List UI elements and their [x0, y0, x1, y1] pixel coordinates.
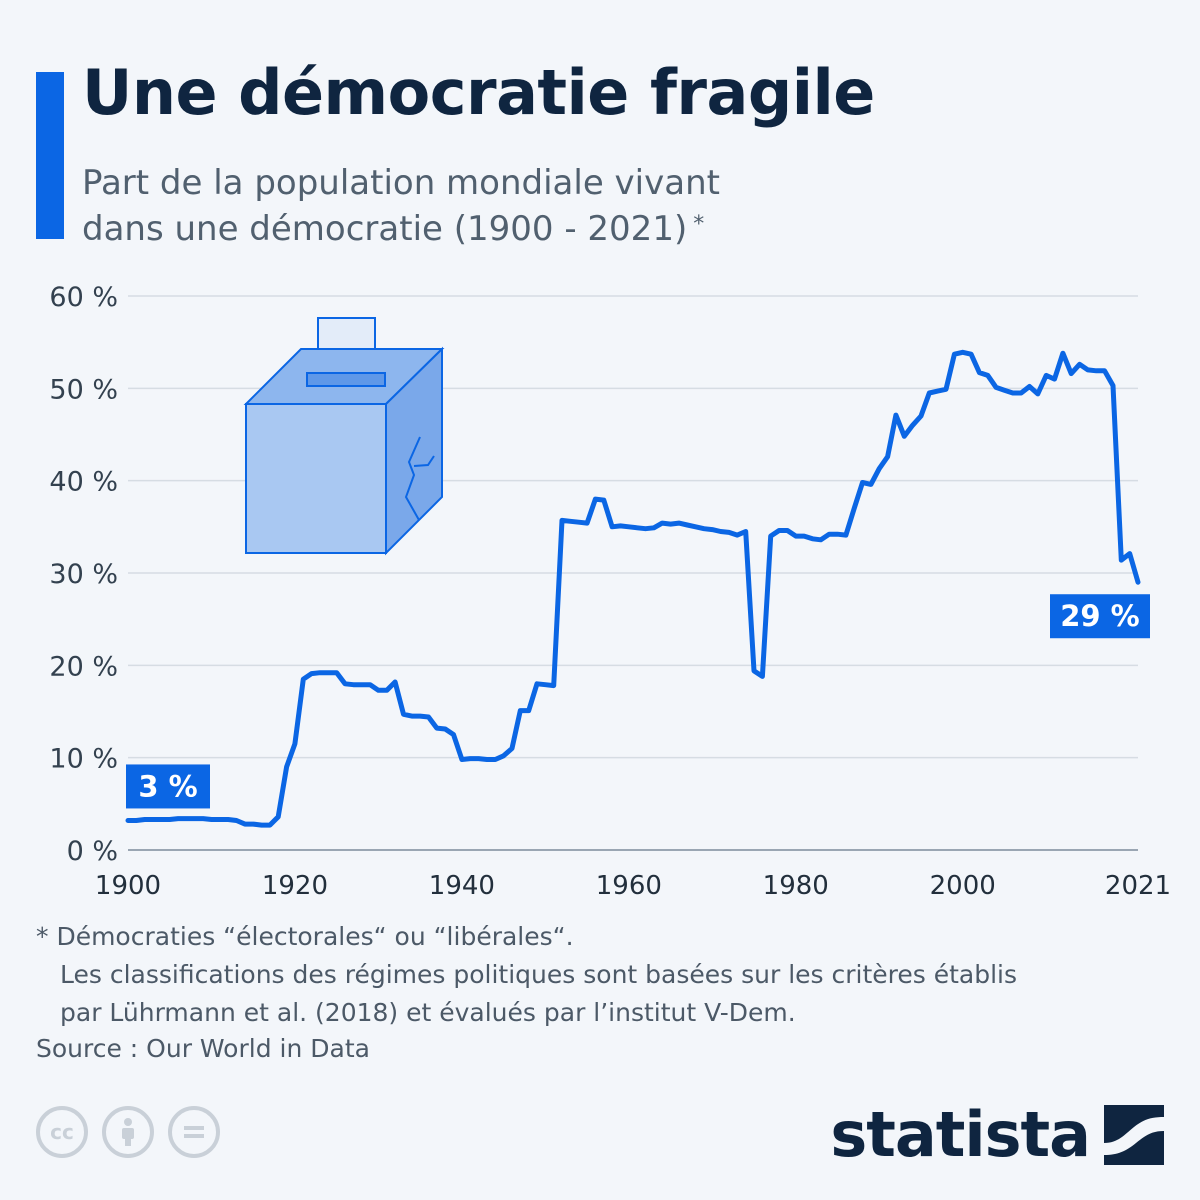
x-tick-label: 1920	[262, 871, 328, 901]
attribution-icon[interactable]	[102, 1106, 154, 1158]
subtitle-line-1: Part de la population mondiale vivant	[82, 163, 720, 203]
data-label: 3 %	[126, 764, 210, 809]
series-line	[125, 349, 1141, 828]
x-tick-label: 2021	[1105, 871, 1171, 901]
license-icons: cc	[36, 1106, 220, 1158]
y-tick-label: 0 %	[67, 836, 118, 867]
x-axis-ticks: 1900 1920 1940 1960 1980 2000 2021	[95, 871, 1171, 901]
y-tick-label: 20 %	[49, 651, 118, 682]
subtitle-line-2: dans une démocratie (1900 - 2021)	[82, 209, 688, 249]
subtitle-marker: *	[693, 212, 705, 237]
data-labels: 3 % 29 %	[126, 594, 1150, 809]
footnote: * Démocraties “électorales“ ou “libérale…	[36, 918, 1156, 1032]
footnote-line-3: par Lührmann et al. (2018) et évalués pa…	[60, 998, 796, 1027]
chart-subtitle: Part de la population mondiale vivant da…	[82, 160, 882, 252]
x-tick-label: 1940	[429, 871, 495, 901]
data-label-text: 29 %	[1060, 599, 1140, 633]
footnote-line-2: Les classifications des régimes politiqu…	[60, 960, 1018, 989]
x-tick-label: 1960	[596, 871, 662, 901]
statista-logo-icon	[1104, 1104, 1164, 1165]
y-tick-label: 60 %	[49, 282, 118, 313]
footnote-line-1: * Démocraties “électorales“ ou “libérale…	[36, 922, 574, 951]
data-label-box	[126, 764, 210, 809]
y-tick-label: 10 %	[49, 744, 118, 775]
line-chart: 0 % 10 % 20 % 30 % 40 % 50 % 60 % 1900 1920 1940…	[49, 282, 1171, 901]
cc-icon[interactable]: cc	[36, 1106, 88, 1158]
brand: statista	[830, 1098, 1164, 1171]
chart-title: Une démocratie fragile	[82, 56, 875, 129]
no-derivatives-icon[interactable]	[168, 1106, 220, 1158]
y-axis-ticks: 0 % 10 % 20 % 30 % 40 % 50 % 60 %	[49, 282, 118, 867]
x-tick-label: 1900	[95, 871, 161, 901]
x-tick-label: 2000	[930, 871, 996, 901]
x-tick-label: 1980	[763, 871, 829, 901]
data-label-box	[1050, 594, 1150, 639]
ballot-box-icon	[243, 317, 445, 556]
y-tick-label: 40 %	[49, 467, 118, 498]
y-tick-label: 50 %	[49, 374, 118, 405]
accent-bar	[36, 72, 64, 239]
source-note: Source : Our World in Data	[36, 1034, 370, 1063]
data-label: 29 %	[1050, 594, 1150, 639]
y-tick-label: 30 %	[49, 559, 118, 590]
brand-name: statista	[830, 1098, 1091, 1171]
data-label-text: 3 %	[138, 769, 197, 803]
